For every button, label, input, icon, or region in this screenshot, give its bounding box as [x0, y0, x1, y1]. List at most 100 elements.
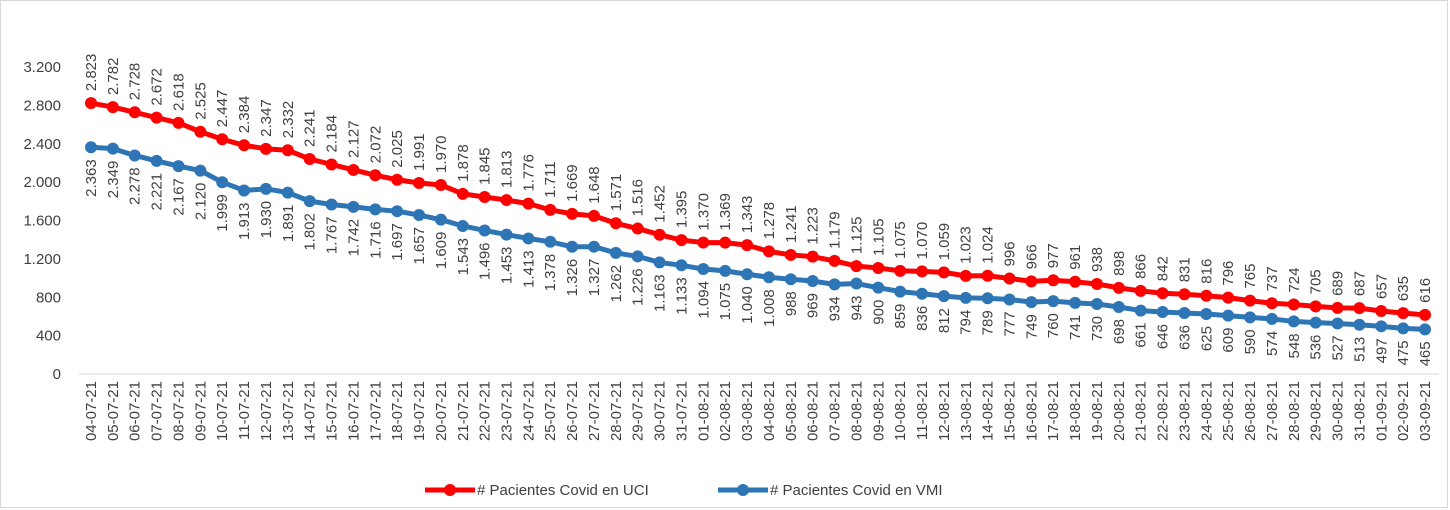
data-point — [1419, 308, 1431, 321]
data-label-vmi: 1.008 — [761, 289, 778, 327]
data-point — [1331, 317, 1344, 330]
data-point — [85, 97, 97, 110]
data-label-vmi: 1.226 — [630, 268, 647, 306]
data-label-vmi: 812 — [936, 308, 953, 333]
data-point — [1375, 304, 1388, 317]
y-axis-ticks: 0 400 800 1.200 1.600 2.000 2.400 2.800 3.200 — [23, 59, 61, 383]
data-point — [391, 205, 404, 218]
data-point — [1069, 296, 1082, 309]
data-label-uci: 1.105 — [870, 218, 887, 256]
x-tick-label: 05-07-21 — [105, 381, 122, 441]
data-label-uci: 1.711 — [542, 161, 559, 197]
data-point — [478, 190, 491, 203]
data-label-vmi: 1.133 — [673, 277, 690, 315]
x-tick-label: 10-07-21 — [214, 381, 231, 441]
data-label-vmi: 497 — [1373, 338, 1390, 363]
data-label-uci: 737 — [1264, 266, 1281, 291]
data-label-uci: 1.395 — [673, 191, 690, 229]
data-point — [675, 259, 688, 272]
legend-swatch-marker — [737, 484, 749, 496]
data-point — [697, 263, 710, 276]
x-tick-label: 03-09-21 — [1417, 381, 1434, 441]
data-label-uci: 1.991 — [411, 133, 428, 171]
x-tick-label: 05-08-21 — [783, 381, 800, 441]
data-point — [347, 200, 360, 213]
data-point — [719, 236, 732, 249]
x-tick-label: 28-07-21 — [608, 381, 625, 441]
data-point — [369, 203, 382, 216]
data-point — [1244, 311, 1257, 324]
x-tick-label: 30-08-21 — [1330, 381, 1347, 441]
data-point — [128, 149, 141, 162]
data-point — [937, 266, 950, 279]
data-label-uci: 657 — [1373, 274, 1390, 299]
data-point — [456, 187, 469, 200]
data-point — [566, 207, 579, 220]
data-point — [150, 111, 163, 124]
data-label-uci: 724 — [1286, 268, 1303, 293]
data-label-vmi: 590 — [1242, 329, 1259, 354]
data-point — [216, 133, 229, 146]
x-tick-label: 02-08-21 — [717, 381, 734, 441]
data-label-vmi: 513 — [1351, 337, 1368, 362]
data-label-uci: 1.024 — [980, 226, 997, 264]
data-point — [1178, 288, 1191, 301]
x-tick-label: 18-07-21 — [389, 381, 406, 441]
data-point — [500, 194, 513, 207]
data-label-uci: 1.343 — [739, 196, 756, 234]
data-point — [85, 141, 97, 154]
data-point — [806, 250, 819, 263]
data-point — [675, 234, 688, 247]
data-point — [413, 176, 426, 189]
legend-label: # Pacientes Covid en UCI — [477, 482, 649, 499]
x-tick-label: 11-07-21 — [236, 381, 253, 440]
data-point — [1134, 284, 1147, 297]
data-point — [456, 219, 469, 232]
data-point — [172, 116, 185, 129]
x-tick-label: 12-07-21 — [258, 381, 275, 441]
legend-label: # Pacientes Covid en VMI — [770, 482, 943, 499]
x-tick-label: 31-08-21 — [1351, 381, 1368, 441]
x-tick-label: 08-08-21 — [848, 381, 865, 441]
x-tick-label: 25-07-21 — [542, 381, 559, 441]
data-point — [478, 224, 491, 237]
data-label-vmi: 1.716 — [367, 221, 384, 259]
data-label-uci: 2.728 — [127, 63, 144, 101]
data-label-uci: 1.241 — [783, 205, 800, 243]
data-point — [566, 240, 579, 253]
data-label-vmi: 730 — [1089, 316, 1106, 341]
data-point — [434, 179, 447, 192]
x-tick-label: 23-07-21 — [499, 381, 516, 441]
data-point — [1353, 302, 1366, 315]
data-label-vmi: 536 — [1308, 335, 1325, 360]
x-tick-label: 16-08-21 — [1023, 381, 1040, 441]
data-label-vmi: 465 — [1417, 341, 1434, 366]
data-point — [697, 236, 710, 249]
data-point — [981, 269, 994, 282]
data-point — [1178, 306, 1191, 319]
data-point — [653, 256, 666, 269]
x-tick-label: 07-07-21 — [149, 381, 166, 441]
data-label-uci: 689 — [1330, 271, 1347, 296]
data-label-vmi: 859 — [892, 304, 909, 329]
x-tick-label: 19-07-21 — [411, 381, 428, 441]
data-label-vmi: 609 — [1220, 328, 1237, 353]
data-point — [850, 260, 863, 273]
data-point — [1287, 315, 1300, 328]
data-point — [1134, 304, 1147, 317]
data-label-uci: 1.023 — [958, 226, 975, 264]
x-tick-label: 25-08-21 — [1220, 381, 1237, 441]
data-label-uci: 2.384 — [236, 96, 253, 134]
x-tick-label: 06-08-21 — [805, 381, 822, 441]
data-point — [434, 213, 447, 226]
x-tick-label: 04-08-21 — [761, 381, 778, 441]
x-tick-label: 27-08-21 — [1264, 381, 1281, 441]
x-tick-label: 22-07-21 — [477, 381, 494, 441]
x-tick-label: 08-07-21 — [170, 381, 187, 441]
data-label-uci: 1.813 — [499, 151, 516, 189]
data-point — [894, 285, 907, 298]
data-label-vmi: 2.278 — [127, 167, 144, 205]
data-label-uci: 866 — [1133, 254, 1150, 279]
x-tick-label: 18-08-21 — [1067, 381, 1084, 441]
